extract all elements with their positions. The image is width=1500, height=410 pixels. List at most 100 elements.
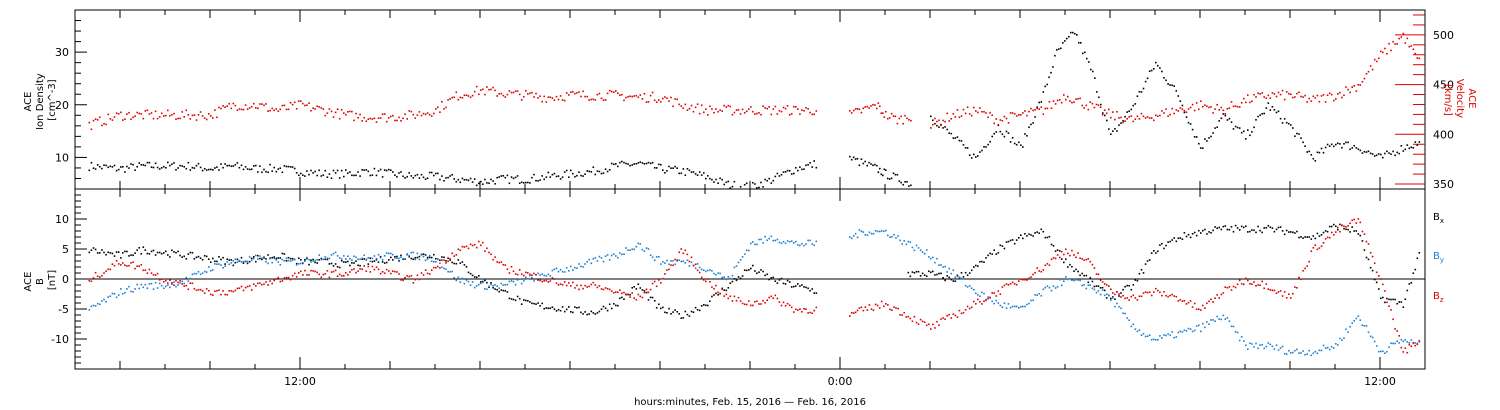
data-point xyxy=(913,315,916,318)
data-point xyxy=(811,166,813,168)
data-point xyxy=(582,90,584,93)
data-point xyxy=(637,162,640,164)
data-point xyxy=(1163,334,1165,336)
data-point xyxy=(437,265,439,268)
data-point xyxy=(173,112,175,115)
data-point xyxy=(1189,236,1192,239)
data-point xyxy=(1159,114,1161,117)
data-point xyxy=(377,253,380,256)
data-point xyxy=(385,268,388,271)
data-point xyxy=(261,258,263,261)
data-point xyxy=(850,237,853,240)
data-point xyxy=(1126,284,1128,287)
data-point xyxy=(705,304,707,307)
data-point xyxy=(1310,154,1313,156)
data-point xyxy=(377,261,380,263)
data-point xyxy=(1288,122,1290,125)
data-point xyxy=(152,117,155,120)
data-point xyxy=(1060,101,1063,104)
data-point xyxy=(435,172,437,175)
data-point xyxy=(185,276,188,279)
data-point xyxy=(310,261,312,263)
data-point xyxy=(439,267,441,269)
data-point xyxy=(1026,135,1028,137)
data-point xyxy=(1378,57,1380,60)
data-point xyxy=(347,111,349,113)
data-point xyxy=(1167,333,1169,335)
data-point xyxy=(1240,131,1243,134)
data-point xyxy=(482,241,484,244)
data-point xyxy=(983,111,985,113)
data-point xyxy=(1040,270,1043,273)
data-point xyxy=(925,275,928,277)
data-point xyxy=(860,230,863,233)
data-point xyxy=(226,261,228,263)
data-point xyxy=(981,149,983,152)
data-point xyxy=(635,245,638,248)
data-point xyxy=(117,113,120,115)
data-point xyxy=(1333,347,1335,349)
data-point xyxy=(146,287,149,289)
data-point xyxy=(856,236,859,239)
data-point xyxy=(1296,92,1298,95)
data-point xyxy=(778,241,781,244)
data-point xyxy=(498,290,500,293)
data-point xyxy=(743,269,746,271)
data-point xyxy=(379,272,382,275)
data-point xyxy=(997,302,1000,304)
data-point xyxy=(1044,85,1046,88)
data-point xyxy=(615,304,617,307)
data-point xyxy=(148,253,151,255)
data-point xyxy=(1273,93,1276,95)
data-point xyxy=(1324,347,1327,349)
data-point xyxy=(1382,296,1384,299)
data-point xyxy=(253,102,255,105)
data-point xyxy=(631,287,633,289)
data-point xyxy=(263,104,265,107)
data-point xyxy=(793,172,795,175)
data-point xyxy=(1105,284,1108,286)
data-point xyxy=(1288,231,1290,233)
data-point xyxy=(1253,93,1255,96)
data-point xyxy=(1273,230,1276,233)
data-point xyxy=(1365,151,1368,153)
data-point xyxy=(475,184,478,187)
data-point xyxy=(105,164,107,167)
data-point xyxy=(1093,106,1096,109)
data-point xyxy=(1081,104,1083,107)
data-point xyxy=(754,183,756,185)
data-point xyxy=(363,116,365,119)
data-point xyxy=(160,112,163,115)
data-point xyxy=(570,285,572,287)
data-point xyxy=(1408,343,1411,346)
data-point xyxy=(555,310,558,312)
data-point xyxy=(1365,256,1368,259)
data-point xyxy=(295,262,298,265)
data-point xyxy=(940,272,942,275)
data-point xyxy=(745,182,748,185)
data-point xyxy=(921,272,924,275)
data-point xyxy=(795,106,797,108)
data-point xyxy=(1390,298,1392,301)
data-point xyxy=(361,169,363,171)
data-point xyxy=(154,281,157,284)
data-point xyxy=(934,261,936,264)
data-point xyxy=(799,113,801,115)
data-point xyxy=(1380,153,1382,156)
data-point xyxy=(889,236,891,239)
data-point xyxy=(156,166,159,169)
data-point xyxy=(199,273,202,276)
data-point xyxy=(993,122,995,125)
data-point xyxy=(287,259,290,262)
data-point xyxy=(328,257,331,260)
data-point xyxy=(1232,325,1235,328)
data-point xyxy=(279,280,282,283)
data-point xyxy=(803,286,805,288)
data-point xyxy=(549,307,552,309)
data-point xyxy=(1410,146,1413,149)
data-point xyxy=(461,277,464,280)
data-point xyxy=(410,257,413,260)
data-point xyxy=(111,119,114,121)
data-point xyxy=(862,162,865,165)
data-point xyxy=(1054,287,1057,289)
